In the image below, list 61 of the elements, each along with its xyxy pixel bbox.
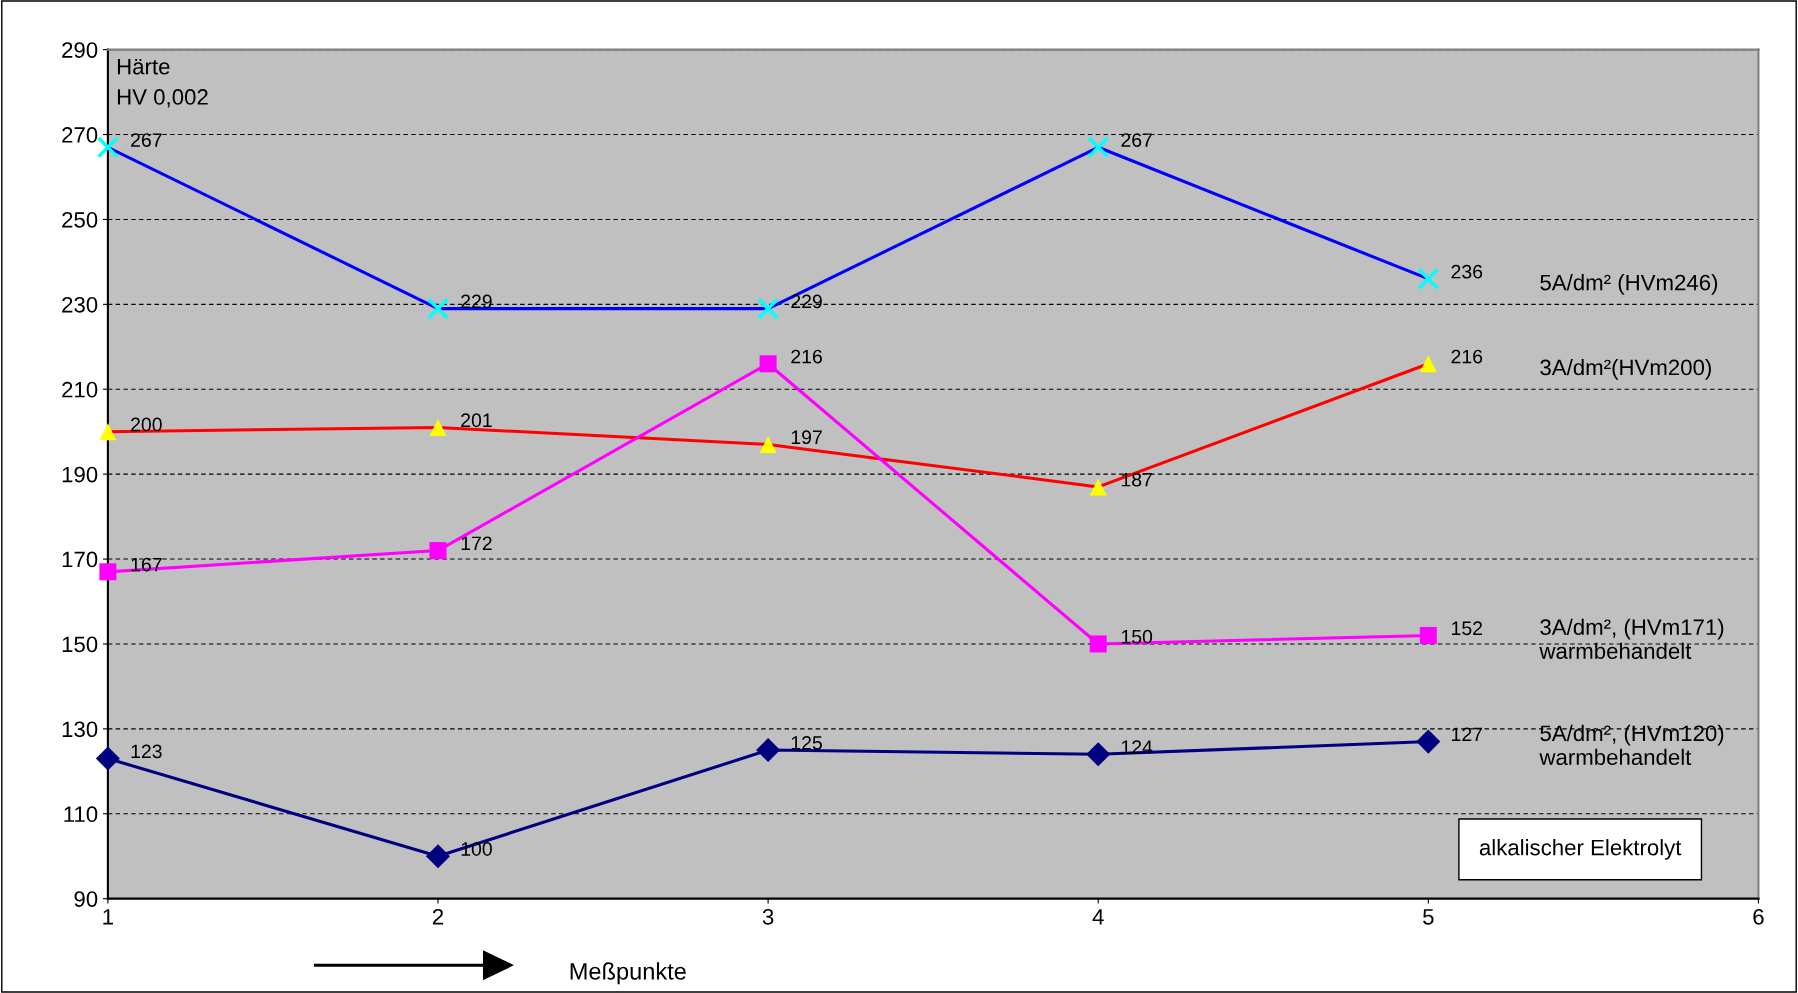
y-tick-label: 90 <box>74 891 98 907</box>
point <box>1416 729 1441 754</box>
y-axis-title: Härte HV 0,002 <box>117 58 208 108</box>
text: 5A/dm² (HVm246) <box>1540 274 1718 295</box>
point <box>95 746 120 771</box>
y-tick-label: 150 <box>62 636 98 653</box>
y-tick-label: 230 <box>62 296 98 313</box>
data-label: 216 <box>1451 349 1483 364</box>
point <box>1417 267 1440 290</box>
x-tick-label: 2 <box>432 908 444 925</box>
point <box>99 563 117 581</box>
y-tick-label: 170 <box>62 551 98 568</box>
data-label: 236 <box>1451 264 1483 279</box>
data-label: 187 <box>1121 472 1152 487</box>
x-tick-label: 4 <box>1092 909 1104 925</box>
point <box>429 418 447 436</box>
data-label: 229 <box>461 294 492 309</box>
point <box>426 297 450 320</box>
point <box>1089 635 1107 653</box>
text: 5A/dm², (HVm120) warmbehandelt <box>1539 724 1724 766</box>
y-tick-label: 130 <box>62 721 98 738</box>
x-axis-title: Meßpunkte <box>570 962 686 985</box>
data-label: 216 <box>791 349 822 364</box>
annotation: alkalischer Elektrolyt <box>1479 839 1682 860</box>
point <box>756 738 781 763</box>
data-label: 197 <box>791 430 822 445</box>
point <box>1087 136 1110 159</box>
data-label: 127 <box>1452 727 1483 742</box>
point <box>1419 355 1437 373</box>
data-label: 229 <box>791 294 822 309</box>
data-label: 150 <box>1121 629 1153 644</box>
data-label: 172 <box>461 536 492 551</box>
y-tick-label: 270 <box>62 127 98 143</box>
point <box>99 423 117 441</box>
point <box>429 542 447 560</box>
x-tick-label: 3 <box>762 908 774 925</box>
y-tick-label: 290 <box>62 42 98 58</box>
text: 3A/dm², (HVm171) warmbehandelt <box>1539 618 1724 659</box>
data-label: 125 <box>791 735 822 750</box>
point <box>1419 626 1437 644</box>
data-label: 200 <box>131 417 162 432</box>
x-tick-label: 6 <box>1753 908 1764 925</box>
data-label: 124 <box>1121 740 1153 754</box>
point <box>425 844 451 869</box>
data-label: 100 <box>461 842 492 856</box>
point <box>757 297 780 320</box>
data-label: 152 <box>1452 621 1483 636</box>
point <box>759 355 777 373</box>
point <box>96 136 119 159</box>
y-tick-label: 190 <box>62 466 98 483</box>
y-tick-label: 210 <box>62 381 98 398</box>
point <box>1089 478 1107 496</box>
x-tick-label: 5 <box>1423 909 1434 925</box>
data-label: 123 <box>131 744 162 759</box>
y-tick-label: 110 <box>64 806 98 823</box>
data-label: 201 <box>461 413 492 428</box>
text: 3A/dm²(HVm200) <box>1540 358 1711 380</box>
point <box>1086 742 1111 767</box>
point <box>759 435 777 453</box>
y-tick-label: 250 <box>62 211 98 228</box>
x-tick-label: 1 <box>103 909 113 925</box>
